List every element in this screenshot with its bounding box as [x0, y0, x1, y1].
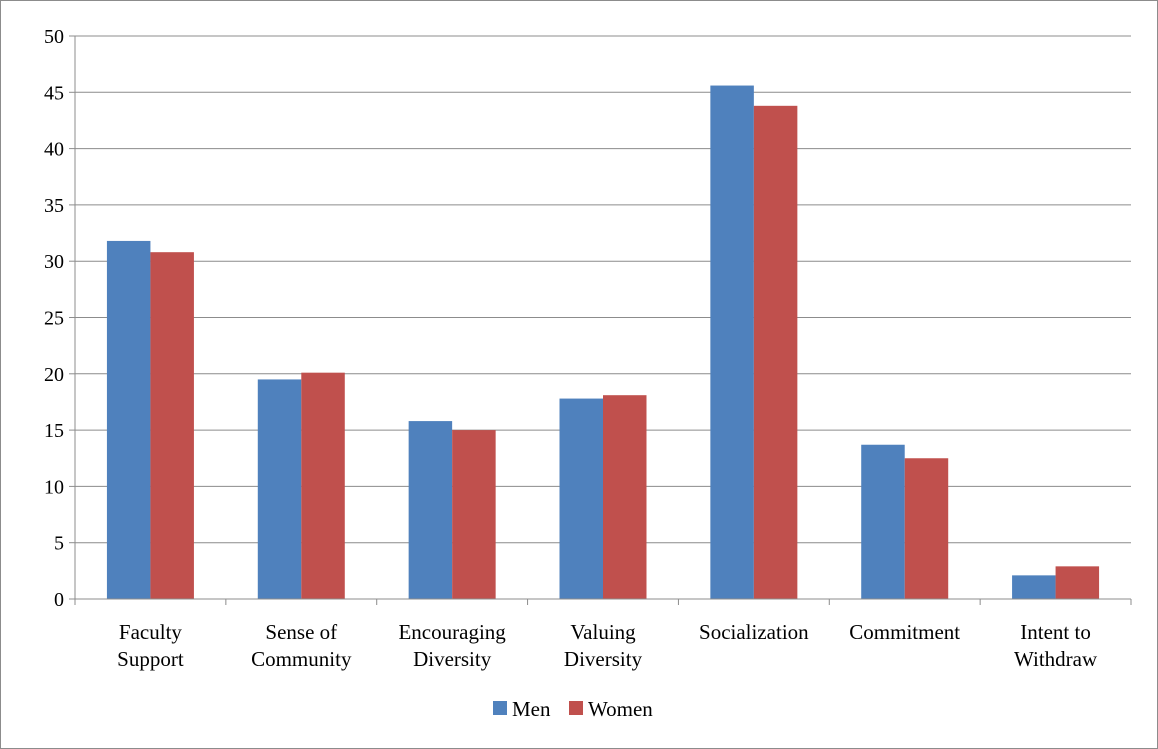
category-label: Commitment	[849, 620, 960, 644]
category-label-line: Withdraw	[1014, 647, 1098, 671]
bar-men-0	[106, 240, 151, 599]
bar-men-3	[559, 398, 603, 599]
category-label-line: Community	[251, 647, 352, 671]
category-label: Faculty Support	[117, 620, 184, 671]
bar-men-2	[408, 421, 453, 599]
bar-men-1	[257, 379, 302, 599]
category-label-line: Socialization	[699, 620, 809, 644]
bar-men-4	[710, 85, 754, 599]
bar-women-0	[150, 252, 194, 599]
bars	[106, 85, 1100, 599]
y-tick-label: 45	[44, 82, 64, 104]
y-tick-label: 10	[44, 476, 64, 498]
y-tick-label: 35	[44, 195, 64, 217]
legend-label-men: Men	[512, 697, 551, 721]
category-label: Socialization	[699, 620, 809, 644]
category-label: Intent to Withdraw	[1014, 620, 1098, 671]
category-label-line: Faculty	[119, 620, 182, 644]
y-tick-label: 25	[44, 308, 64, 330]
legend-label-women: Women	[588, 697, 653, 721]
bar-women-4	[753, 105, 798, 599]
category-label-line: Diversity	[413, 647, 492, 671]
category-label: Encouraging Diversity	[398, 620, 506, 671]
category-label-line: Support	[117, 647, 184, 671]
category-label-line: Commitment	[849, 620, 960, 644]
x-category-labels: Faculty Support Sense of Community Encouragi…	[117, 620, 1098, 671]
category-label-line: Intent to	[1020, 620, 1091, 644]
category-label-line: Sense of	[265, 620, 337, 644]
category-label: Valuing Diversity	[564, 620, 643, 671]
category-label-line: Encouraging	[398, 620, 506, 644]
bar-women-2	[452, 430, 496, 599]
axes	[69, 35, 1132, 605]
category-label-line: Diversity	[564, 647, 643, 671]
legend: Men Women	[493, 697, 653, 721]
bar-women-3	[603, 395, 647, 599]
y-tick-label: 20	[44, 364, 64, 386]
category-label: Sense of Community	[251, 620, 352, 671]
y-tick-label: 0	[54, 589, 64, 611]
y-tick-label: 50	[44, 26, 64, 48]
y-tick-labels: 0 5 10 15 20 25 30 35 40 45 50	[44, 26, 64, 611]
y-tick-label: 15	[44, 420, 64, 442]
legend-swatch-women	[569, 701, 583, 715]
y-tick-label: 30	[44, 251, 64, 273]
category-label-line: Valuing	[570, 620, 636, 644]
bar-women-5	[904, 458, 949, 599]
bar-men-5	[861, 444, 905, 599]
bar-men-6	[1012, 575, 1056, 599]
gridlines	[75, 35, 1131, 544]
bar-women-6	[1055, 566, 1100, 599]
bar-women-1	[301, 372, 345, 599]
y-tick-label: 5	[54, 533, 64, 555]
legend-swatch-men	[493, 701, 507, 715]
y-tick-label: 40	[44, 139, 64, 161]
